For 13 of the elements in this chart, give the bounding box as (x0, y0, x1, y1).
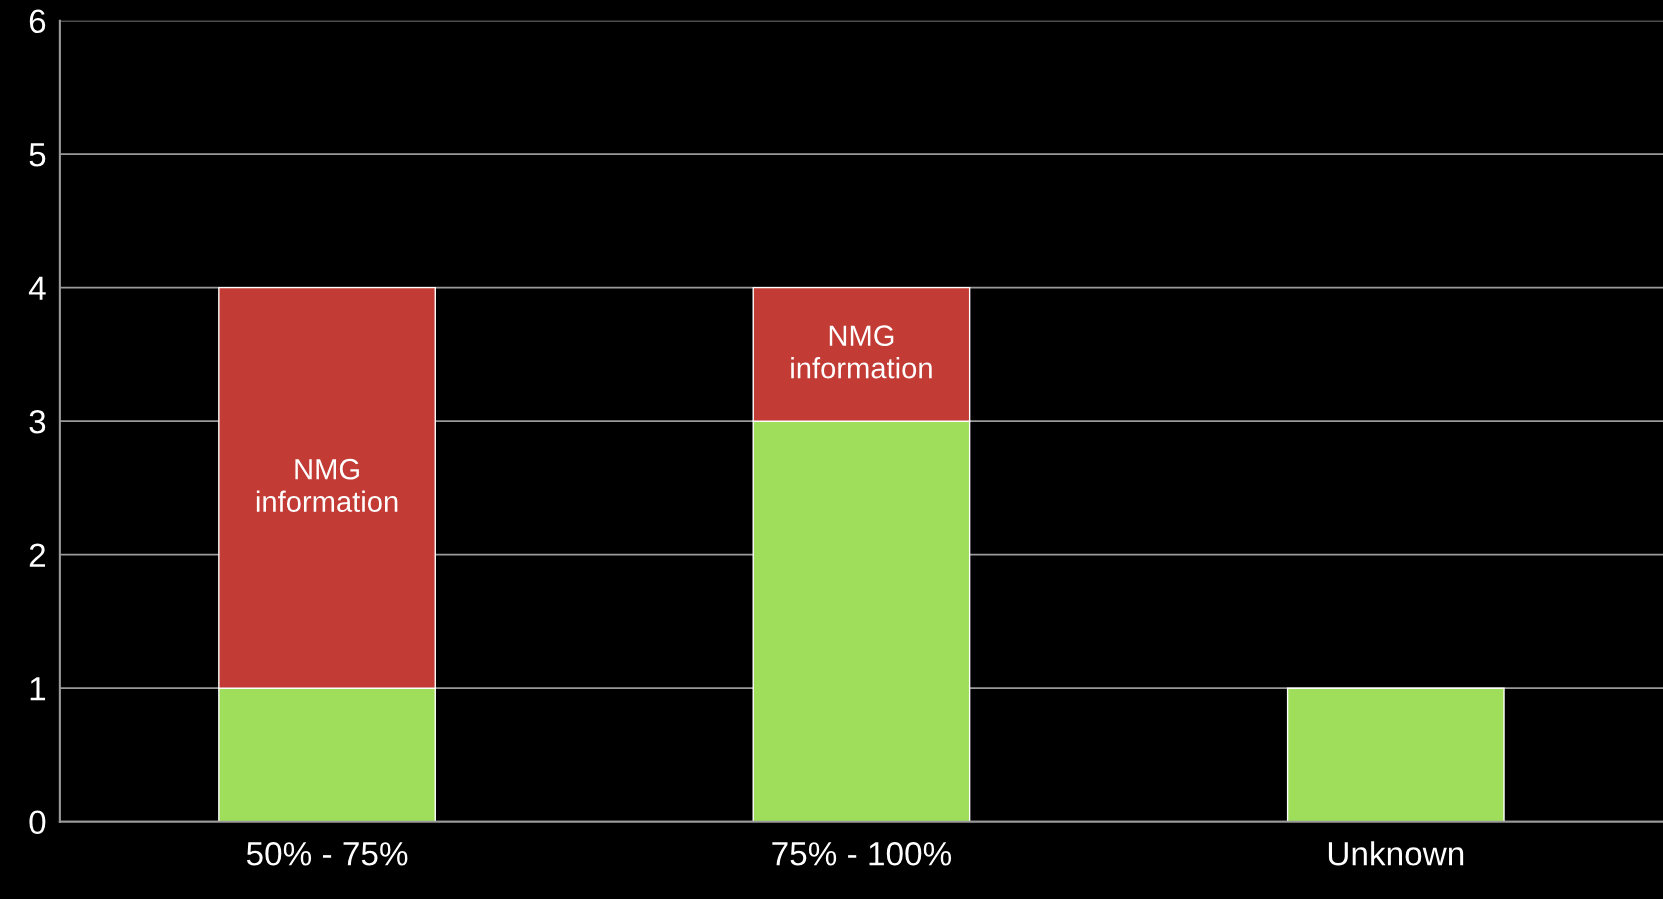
text: NMG information (256, 458, 398, 512)
y-tick-label: 3 (29, 409, 46, 434)
y-tick-label: 4 (28, 276, 46, 300)
y-tick-label: 5 (29, 143, 46, 167)
y-tick-label: 0 (29, 810, 46, 835)
x-tick-label: 50% - 75% (246, 842, 408, 866)
x-tick-label: 75% - 100% (772, 842, 952, 866)
x-tick-label: Unknown (1328, 841, 1464, 866)
y-tick-label: 6 (29, 9, 46, 34)
y-tick-label: 1 (30, 677, 46, 701)
bar (1286, 687, 1505, 822)
y-tick-label: 2 (29, 543, 45, 567)
series-label: NMG information (791, 325, 932, 379)
